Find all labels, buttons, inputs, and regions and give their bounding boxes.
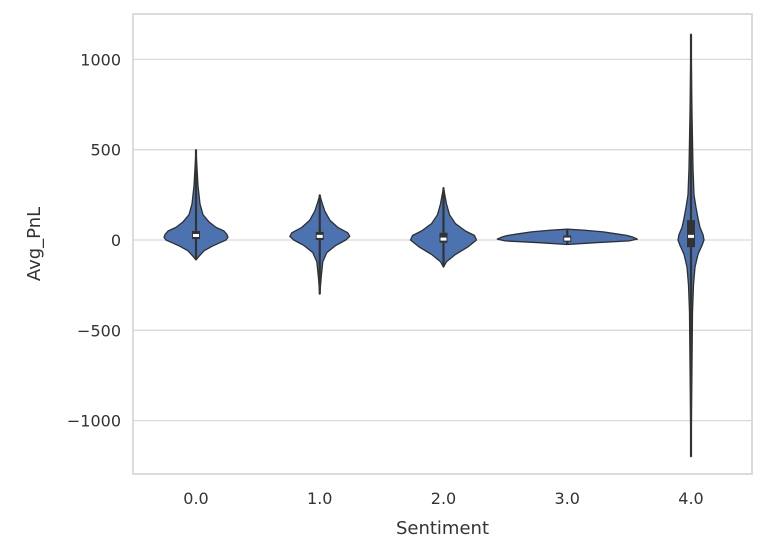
- x-tick-label: 2.0: [431, 489, 456, 508]
- violin-0.0: [163, 149, 229, 261]
- x-tick-label: 0.0: [183, 489, 208, 508]
- violin-iqr-box: [687, 220, 695, 248]
- plot-frame: [132, 13, 753, 475]
- y-tick-label: 500: [90, 141, 121, 160]
- violin-median: [440, 237, 447, 241]
- violin-median: [316, 234, 323, 238]
- y-tick-labels: 1000 500 0 −500 −1000: [67, 50, 121, 430]
- x-tick-labels: 0.0 1.0 2.0 3.0 4.0: [183, 489, 703, 508]
- x-tick-label: 1.0: [307, 489, 332, 508]
- y-axis-label: Avg_PnL: [24, 207, 45, 281]
- y-tick-label: 0: [111, 231, 121, 250]
- violins: [163, 33, 705, 458]
- violin-median: [193, 233, 199, 237]
- violin-3.0: [496, 228, 638, 246]
- violin-median: [564, 237, 571, 241]
- x-axis-label: Sentiment: [396, 518, 489, 539]
- x-tick-label: 4.0: [678, 489, 703, 508]
- violin-2.0: [409, 186, 478, 268]
- x-tick-label: 3.0: [555, 489, 580, 508]
- y-tick-label: −500: [77, 321, 121, 340]
- violin-4.0: [677, 33, 705, 458]
- violin-1.0: [289, 194, 351, 295]
- y-tick-label: 1000: [80, 50, 121, 69]
- y-tick-label: −1000: [67, 412, 121, 431]
- violin-median: [688, 234, 694, 238]
